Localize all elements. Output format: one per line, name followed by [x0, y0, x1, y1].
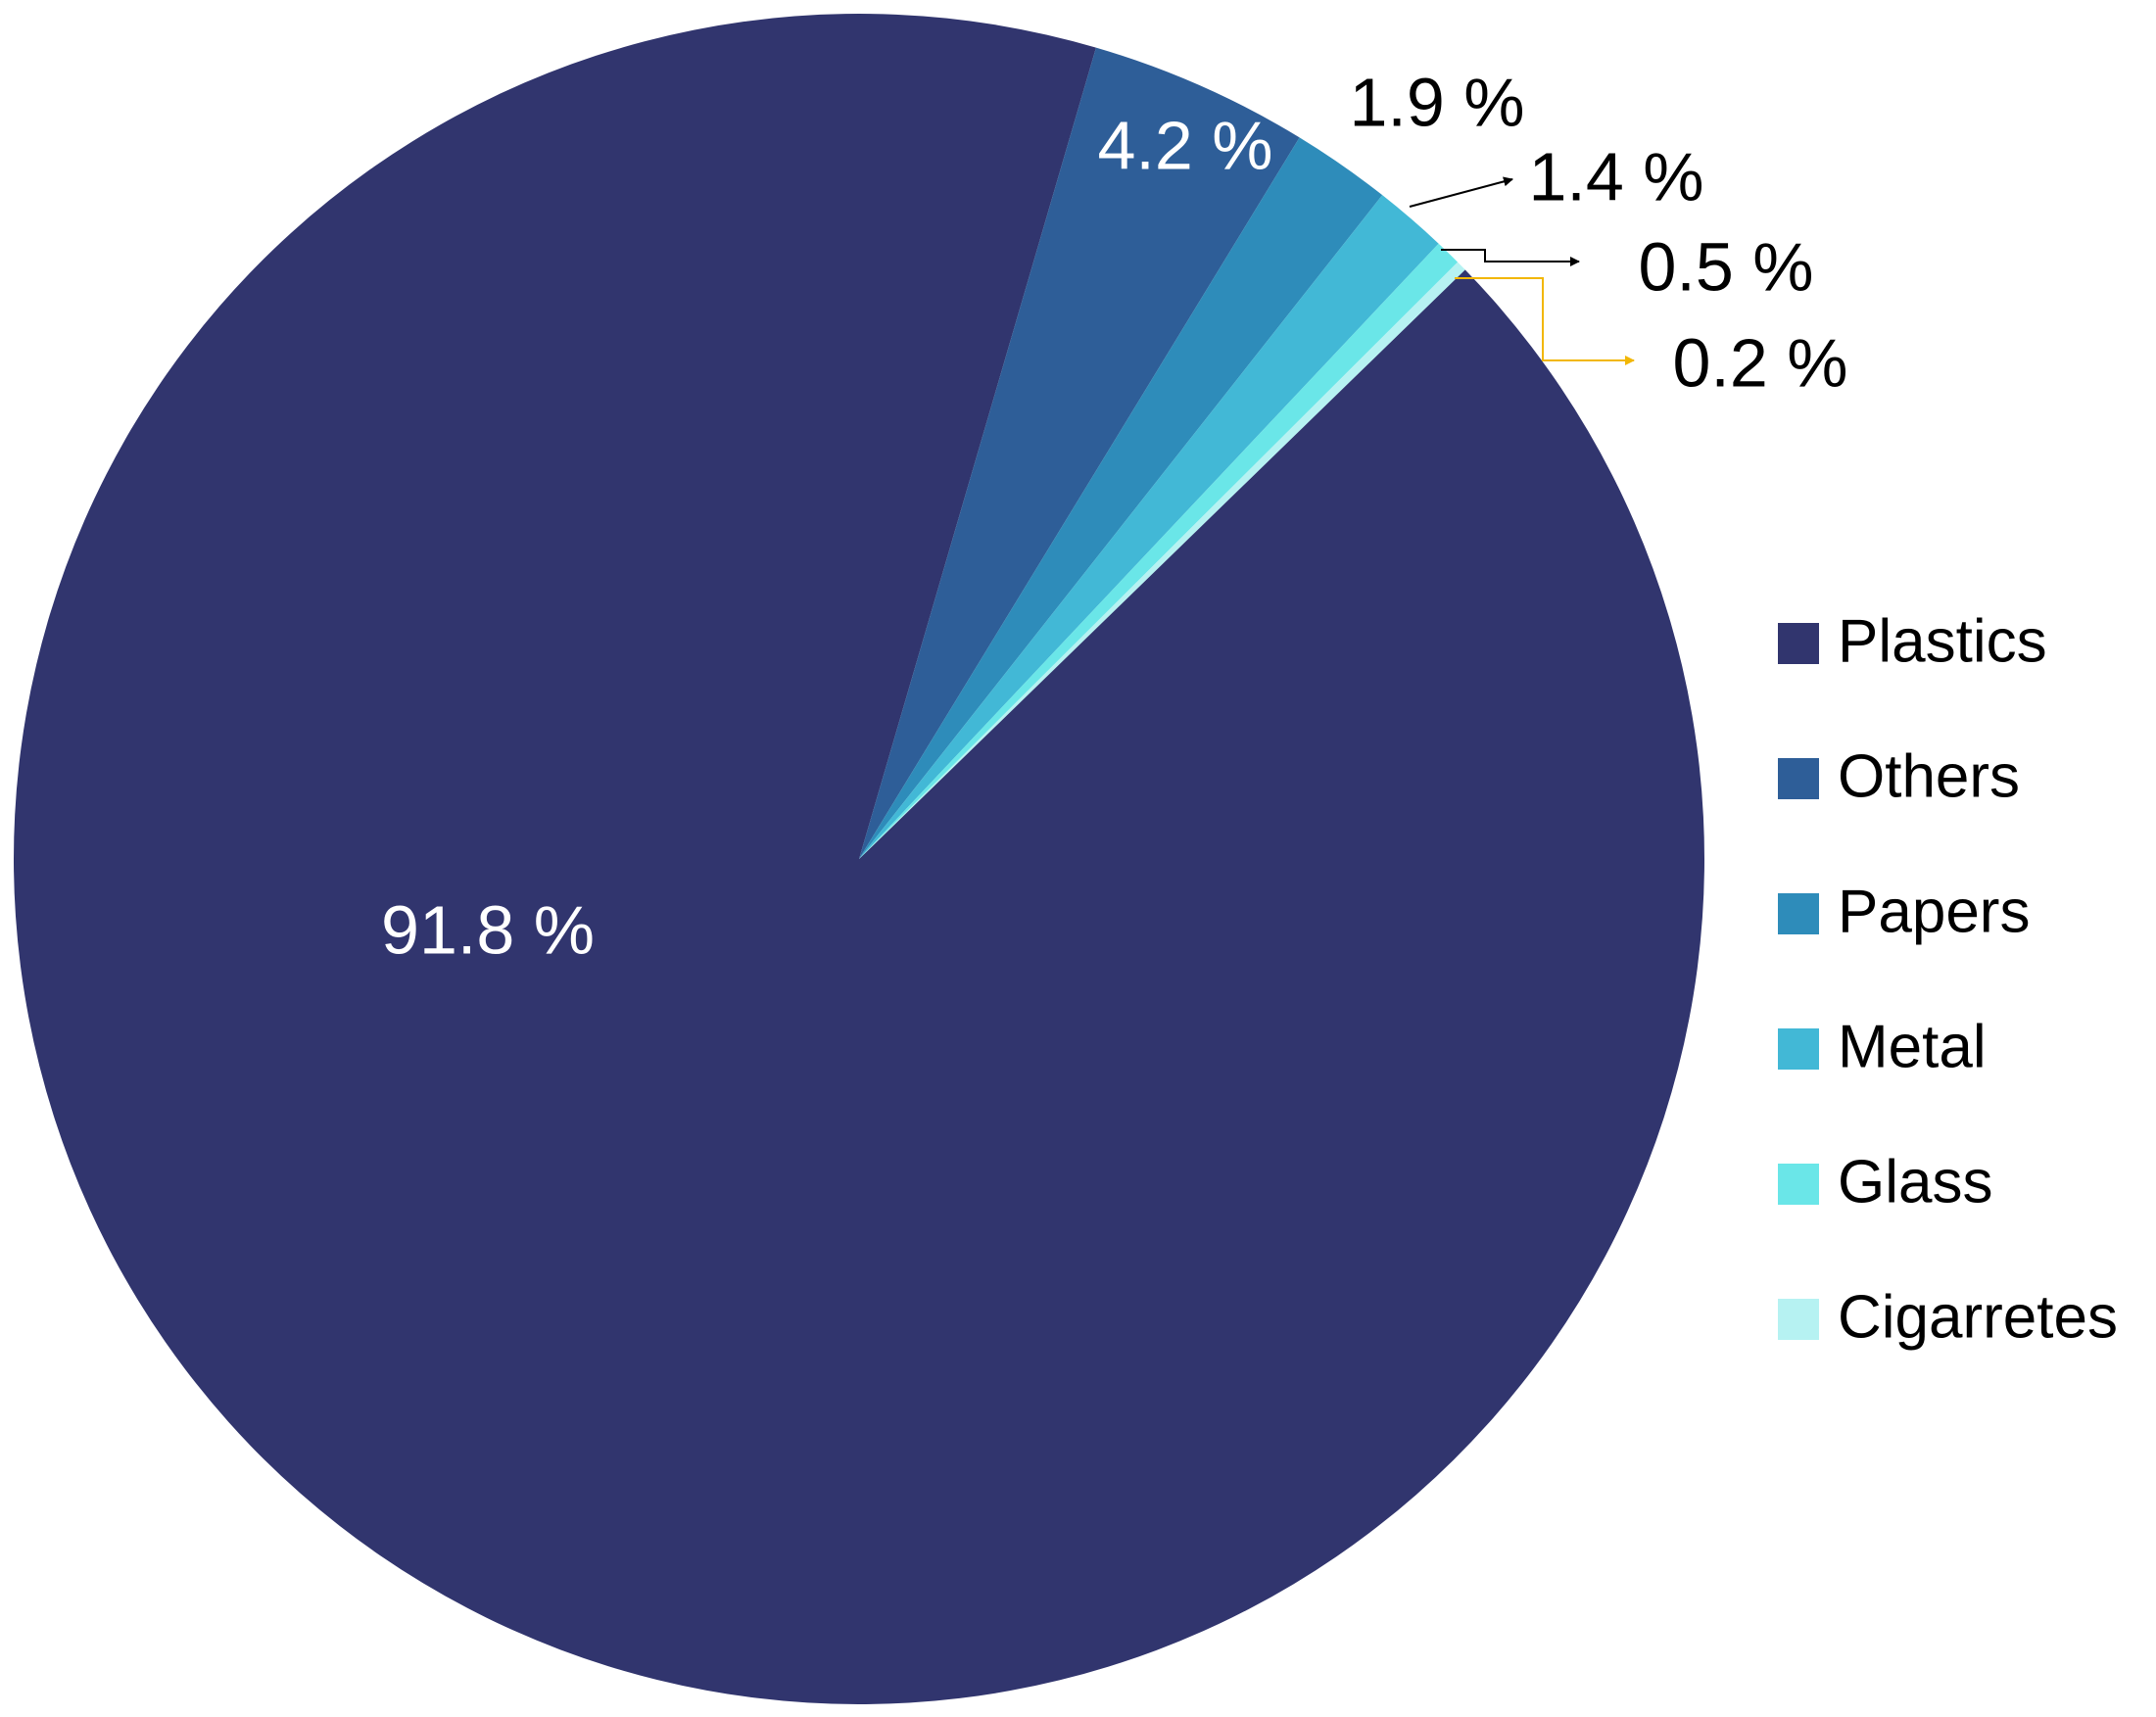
pie-slice — [859, 262, 1465, 859]
data-label: 1.9 % — [1350, 64, 1525, 140]
leader-line — [1409, 176, 1513, 208]
leader-line — [1455, 277, 1635, 365]
leader-line — [1441, 249, 1580, 266]
legend-label: Plastics — [1838, 607, 2047, 675]
legend-label: Others — [1838, 742, 2020, 810]
pie — [13, 14, 1704, 1704]
data-label: 0.5 % — [1639, 228, 1814, 305]
pie-slice — [859, 47, 1300, 860]
legend: Plastics Others Papers Metal Glass Cigarretes — [1778, 607, 2118, 1351]
pie-slice — [859, 243, 1459, 859]
legend-swatch — [1778, 1028, 1819, 1070]
data-label: 4.2 % — [1098, 107, 1273, 183]
legend-label: Papers — [1838, 878, 2030, 945]
legend-swatch — [1778, 758, 1819, 799]
data-label: 0.2 % — [1673, 324, 1848, 401]
legend-swatch — [1778, 623, 1819, 664]
legend-swatch — [1778, 893, 1819, 934]
pie-slice — [859, 195, 1439, 860]
leader-lines — [1409, 176, 1635, 365]
data-label: 1.4 % — [1529, 138, 1704, 215]
legend-label: Cigarretes — [1838, 1283, 2118, 1351]
legend-swatch — [1778, 1299, 1819, 1340]
legend-label: Glass — [1838, 1148, 1992, 1216]
legend-label: Metal — [1838, 1013, 1987, 1080]
pie-slice — [859, 137, 1383, 859]
data-label: 91.8 % — [381, 891, 595, 968]
legend-swatch — [1778, 1164, 1819, 1205]
data-labels: 91.8 % 4.2 % 1.9 %1.4 % 0.5 % 0.2 % — [381, 64, 1847, 968]
